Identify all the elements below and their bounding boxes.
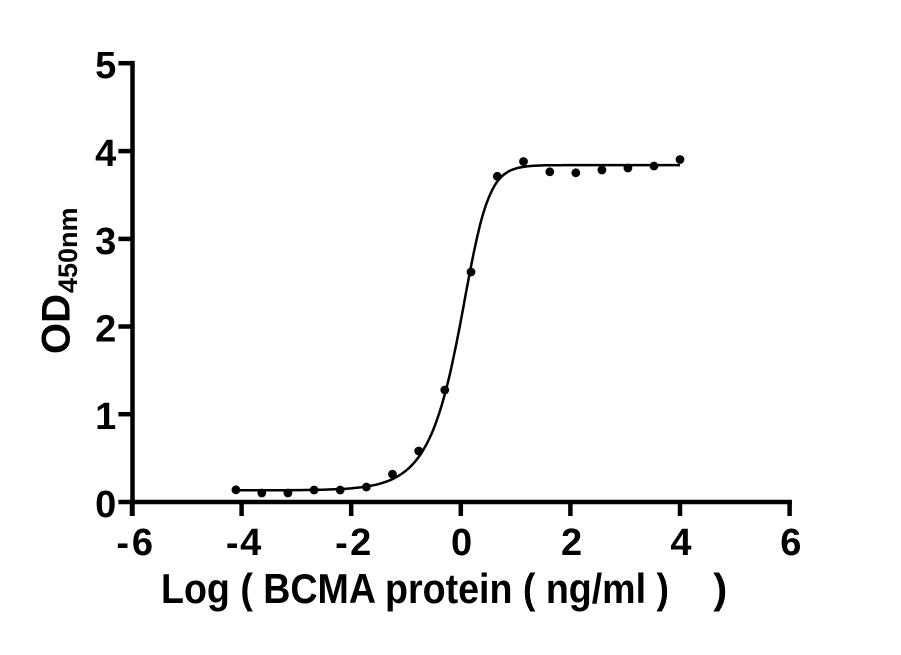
svg-text:0: 0: [95, 484, 116, 526]
svg-text:-: -: [116, 522, 129, 564]
svg-text:450nm: 450nm: [53, 207, 83, 293]
svg-text:OD: OD: [35, 294, 79, 354]
svg-text:2: 2: [561, 522, 582, 564]
svg-text:2: 2: [95, 309, 116, 351]
svg-text:6: 6: [780, 522, 801, 564]
svg-text:-: -: [226, 522, 239, 564]
svg-text:5: 5: [95, 45, 116, 87]
svg-text:1: 1: [95, 396, 116, 438]
svg-text:Log ( BCMA protein ( ng/ml ): Log ( BCMA protein ( ng/ml ): [161, 565, 669, 612]
svg-text:6: 6: [132, 522, 153, 564]
svg-text:4: 4: [670, 522, 691, 564]
svg-text:2: 2: [350, 522, 371, 564]
svg-text:): ): [713, 565, 727, 612]
svg-text:4: 4: [240, 522, 261, 564]
svg-text:3: 3: [95, 221, 116, 263]
svg-text:4: 4: [95, 133, 116, 175]
svg-text:0: 0: [451, 522, 472, 564]
svg-text:-: -: [335, 522, 348, 564]
